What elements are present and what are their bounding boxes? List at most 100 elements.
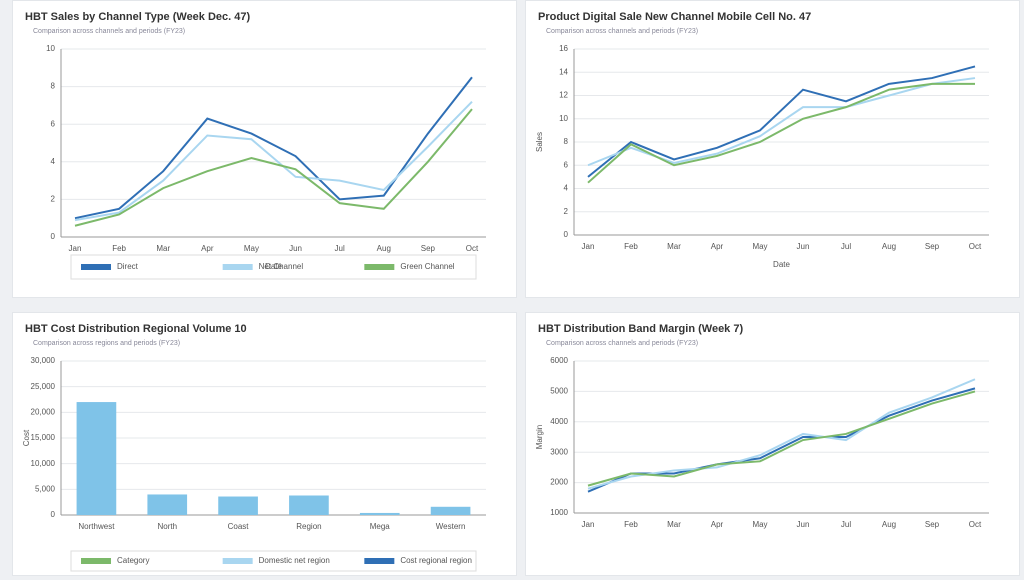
x-tick-label: Apr	[201, 244, 214, 253]
y-tick-label: 2	[564, 207, 569, 216]
legend-label: Category	[117, 556, 149, 565]
x-tick-label: Aug	[882, 242, 896, 251]
line-series	[74, 100, 473, 222]
chart: HBT Sales by Channel Type (Week Dec. 47)…	[25, 11, 486, 280]
bar	[218, 496, 258, 515]
chart: HBT Distribution Band Margin (Week 7) Com…	[535, 323, 989, 529]
legend-swatch	[222, 264, 253, 270]
y-tick-label: 12	[559, 91, 568, 100]
x-tick-label: Feb	[624, 520, 638, 529]
chart-title: HBT Cost Distribution Regional Volume 10	[25, 323, 247, 335]
legend-box	[70, 254, 477, 280]
x-tick-label: Jan	[582, 242, 595, 251]
chart-title: Product Digital Sale New Channel Mobile …	[538, 11, 811, 23]
x-tick-label: Feb	[624, 242, 638, 251]
subtitle: Comparison across channels and periods (…	[33, 28, 185, 35]
x-tick-label: Apr	[711, 520, 724, 529]
x-tick-label: Mar	[156, 244, 170, 253]
x-tick-label: North	[157, 522, 177, 531]
bar	[76, 402, 117, 515]
x-tick-label: Mar	[667, 520, 681, 529]
x-tick-label: Coast	[228, 522, 250, 531]
y-tick-label: 5000	[550, 387, 568, 396]
bar	[289, 495, 329, 515]
x-tick-label: Jun	[797, 242, 810, 251]
x-tick-label: May	[752, 242, 767, 251]
line-series	[74, 108, 473, 227]
legend-label: Cost regional region	[400, 556, 472, 565]
y-tick-label: 4000	[550, 417, 568, 426]
chart: Product Digital Sale New Channel Mobile …	[535, 11, 989, 269]
y-tick-label: 5,000	[35, 484, 56, 493]
panel: HBT Distribution Band Margin (Week 7) Com…	[525, 312, 1020, 576]
x-tick-label: Jan	[582, 520, 595, 529]
x-tick-label: Aug	[377, 244, 391, 253]
y-tick-label: 14	[559, 67, 568, 76]
y-tick-label: 4	[51, 157, 56, 166]
line-series	[587, 390, 976, 487]
y-tick-label: 10	[46, 44, 55, 53]
line-series	[587, 378, 976, 490]
legend-label: Domestic net region	[259, 556, 330, 565]
y-tick-label: 6000	[550, 356, 568, 365]
y-tick-label: 6	[51, 119, 56, 128]
y-tick-label: 10,000	[31, 459, 56, 468]
bar	[430, 506, 471, 515]
x-tick-label: Jul	[335, 244, 345, 253]
x-tick-label: Sep	[925, 242, 940, 251]
y-tick-label: 8	[51, 82, 56, 91]
y-tick-label: 2000	[550, 478, 568, 487]
subtitle: Comparison across channels and periods (…	[546, 340, 698, 347]
x-tick-label: Jun	[797, 520, 810, 529]
panel: Product Digital Sale New Channel Mobile …	[525, 0, 1020, 298]
y-axis-label: Cost	[22, 429, 31, 446]
line-series	[587, 82, 975, 184]
legend-swatch	[81, 558, 111, 564]
x-tick-label: Jul	[841, 242, 851, 251]
x-axis-label: Date	[773, 260, 790, 269]
x-tick-label: Western	[436, 522, 466, 531]
x-tick-label: Aug	[882, 520, 896, 529]
y-tick-label: 10	[559, 114, 568, 123]
x-tick-label: Sep	[421, 244, 436, 253]
x-tick-label: Jul	[841, 520, 851, 529]
y-tick-label: 0	[564, 230, 569, 239]
x-tick-label: Jun	[289, 244, 302, 253]
x-tick-label: Oct	[969, 242, 982, 251]
x-tick-label: Jan	[69, 244, 82, 253]
x-tick-label: Mar	[667, 242, 681, 251]
y-tick-label: 1000	[550, 508, 568, 517]
x-tick-label: May	[244, 244, 259, 253]
x-tick-label: Sep	[925, 520, 940, 529]
y-tick-label: 15,000	[31, 433, 56, 442]
x-tick-label: Apr	[711, 242, 724, 251]
x-tick-label: May	[752, 520, 767, 529]
line-series	[587, 387, 976, 493]
x-tick-label: Region	[296, 522, 321, 531]
y-axis-label: Sales	[535, 132, 544, 152]
y-tick-label: 16	[559, 44, 568, 53]
panel: HBT Cost Distribution Regional Volume 10…	[12, 312, 517, 576]
line-series	[74, 76, 473, 220]
bar	[359, 512, 400, 515]
legend-swatch	[81, 264, 111, 270]
y-tick-label: 8	[564, 137, 569, 146]
bar	[147, 494, 188, 515]
subtitle: Comparison across channels and periods (…	[546, 28, 698, 35]
y-tick-label: 30,000	[31, 356, 56, 365]
y-tick-label: 20,000	[31, 407, 56, 416]
chart-title: HBT Sales by Channel Type (Week Dec. 47)	[25, 11, 251, 23]
x-tick-label: Feb	[112, 244, 126, 253]
chart: HBT Cost Distribution Regional Volume 10…	[22, 323, 486, 572]
legend-label: Green Channel	[400, 262, 454, 271]
y-tick-label: 25,000	[31, 382, 56, 391]
legend-swatch	[364, 264, 395, 270]
subtitle: Comparison across regions and periods (F…	[33, 340, 180, 347]
chart-title: HBT Distribution Band Margin (Week 7)	[538, 323, 743, 335]
legend-swatch	[364, 558, 395, 564]
x-axis-label: Date	[265, 262, 282, 271]
y-tick-label: 0	[51, 232, 56, 241]
x-tick-label: Mega	[370, 522, 391, 531]
legend-label: Direct	[117, 262, 139, 271]
legend-box	[70, 550, 477, 572]
